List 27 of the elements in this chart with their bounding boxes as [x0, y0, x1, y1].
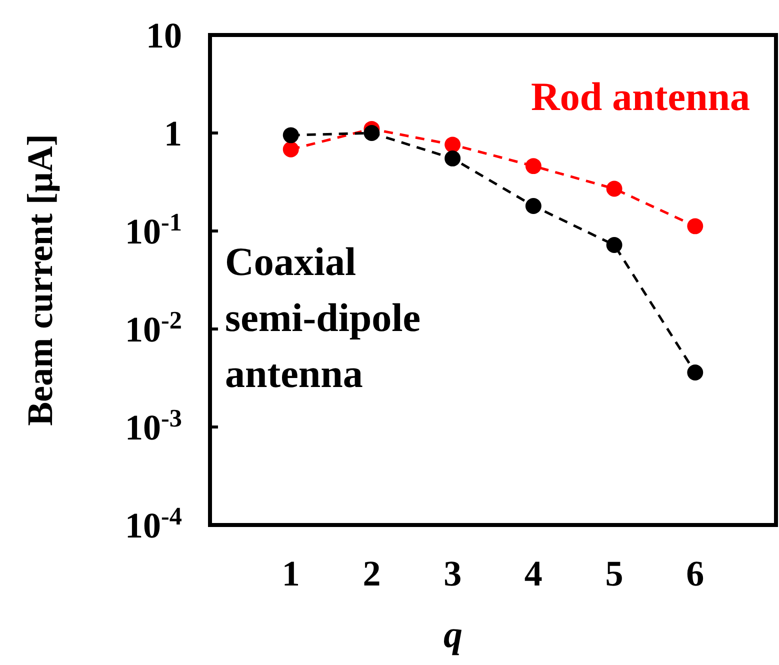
y-axis-title: Beam current [μA]	[20, 134, 60, 426]
point	[687, 218, 704, 234]
point	[282, 127, 299, 144]
y-tick-label: 10	[146, 16, 182, 56]
point	[282, 141, 299, 158]
x-tick-label: 6	[686, 554, 704, 594]
x-tick-label: 3	[444, 554, 462, 594]
y-tick-label: 10$^{-2}$	[125, 307, 182, 350]
point	[525, 198, 542, 214]
x-tick-label: 1	[282, 554, 300, 594]
y-tick-label: 1	[164, 114, 182, 154]
x-axis-title: q	[444, 614, 462, 656]
point	[606, 180, 622, 197]
y-tick-label: 10$^{-3}$	[125, 405, 182, 448]
point	[444, 136, 461, 153]
x-tick-label: 5	[605, 554, 624, 594]
x-tick-label: 4	[524, 554, 542, 594]
point	[525, 158, 542, 174]
x-tick-label: 2	[362, 554, 381, 594]
series-label: Rod antenna	[531, 74, 750, 119]
point	[687, 364, 704, 380]
y-tick-label: 10$^{-1}$	[125, 209, 182, 252]
point	[606, 237, 622, 253]
y-tick-label: 10$^{-4}$	[125, 503, 182, 546]
series-label: Coaxial semi-dipole antenna	[225, 239, 421, 396]
point	[444, 150, 461, 166]
point	[364, 125, 380, 141]
